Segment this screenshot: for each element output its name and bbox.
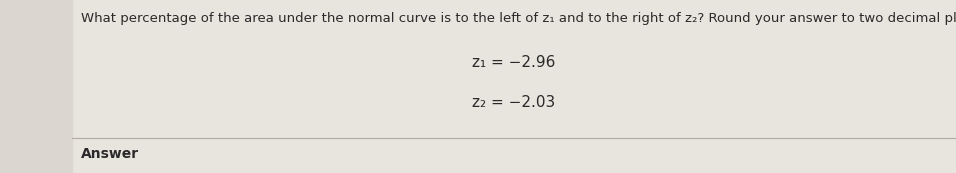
Text: Answer: Answer bbox=[81, 147, 140, 161]
Text: z₂ = −2.03: z₂ = −2.03 bbox=[472, 95, 555, 110]
Text: What percentage of the area under the normal curve is to the left of z₁ and to t: What percentage of the area under the no… bbox=[81, 12, 956, 25]
Bar bbox=[0, 0, 72, 173]
Text: z₁ = −2.96: z₁ = −2.96 bbox=[472, 55, 555, 70]
